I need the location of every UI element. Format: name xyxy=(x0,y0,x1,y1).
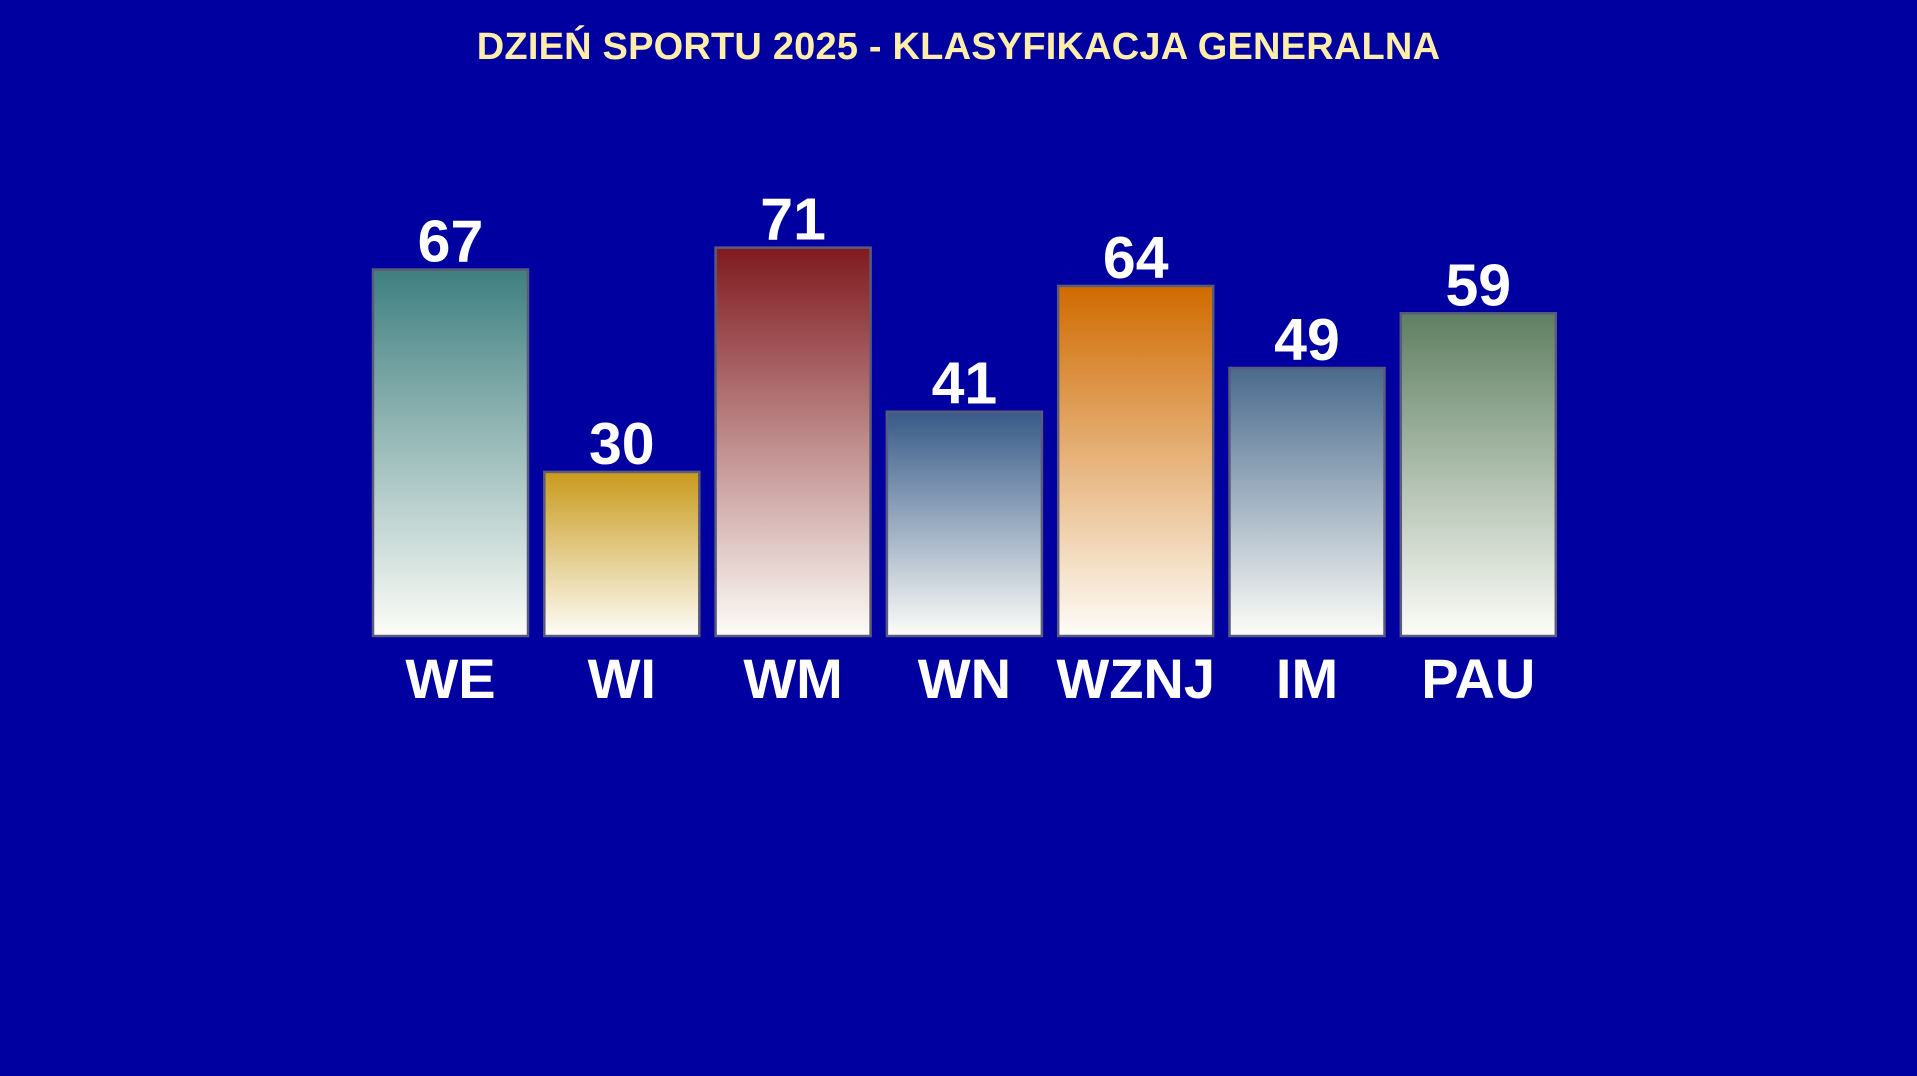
bar-wn xyxy=(885,410,1044,638)
bar-wznj xyxy=(1056,284,1215,638)
bars-group xyxy=(371,246,1558,638)
category-label-wn: WN xyxy=(918,647,1011,710)
category-label-im: IM xyxy=(1276,647,1338,710)
value-labels-group: 67 30 71 41 64 49 59 xyxy=(418,187,1511,477)
category-label-pau: PAU xyxy=(1421,647,1535,710)
category-label-we: WE xyxy=(405,647,495,710)
value-label-wznj: 64 xyxy=(1103,225,1169,291)
category-label-wi: WI xyxy=(588,647,656,710)
bar-im xyxy=(1228,366,1386,638)
value-label-pau: 59 xyxy=(1445,252,1511,318)
chart-title: DZIEŃ SPORTU 2025 - KLASYFIKACJA GENERAL… xyxy=(476,26,1441,68)
bar-we xyxy=(371,268,530,638)
bar-pau xyxy=(1399,312,1558,638)
category-label-wm: WM xyxy=(743,647,843,710)
bar-wi xyxy=(543,470,701,638)
bar-wm xyxy=(714,246,872,638)
value-label-we: 67 xyxy=(418,209,484,275)
value-label-wn: 41 xyxy=(932,351,998,417)
value-label-im: 49 xyxy=(1274,307,1340,373)
category-labels-group: WE WI WM WN WZNJ IM PAU xyxy=(405,647,1535,710)
category-label-wznj: WZNJ xyxy=(1056,647,1215,710)
value-label-wi: 30 xyxy=(589,411,655,477)
value-label-wm: 71 xyxy=(760,187,826,253)
